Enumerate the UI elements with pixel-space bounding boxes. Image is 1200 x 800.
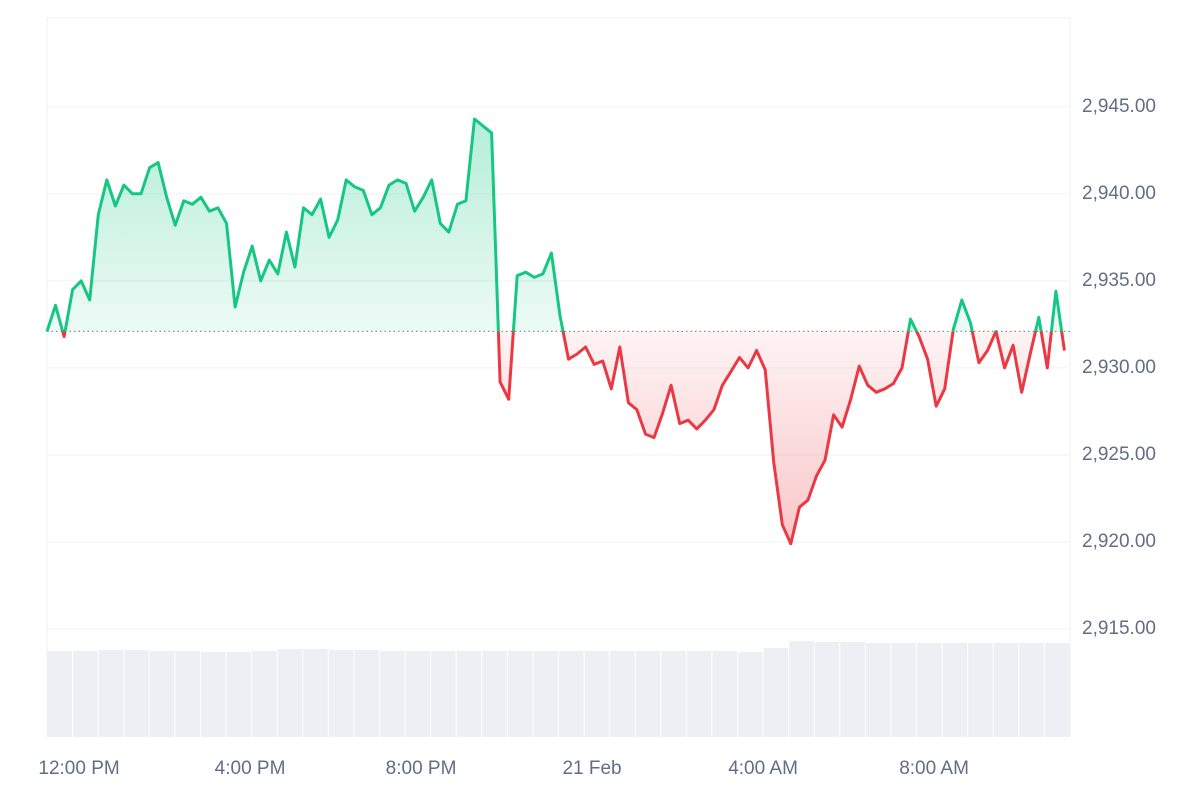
volume-bar (379, 651, 405, 737)
volume-bar (431, 651, 456, 737)
volume-bar (1019, 643, 1044, 737)
volume-bar (559, 651, 584, 737)
price-line (45, 117, 1066, 546)
volume-bar (303, 649, 328, 737)
volume-bar (942, 643, 968, 737)
x-tick-label: 4:00 PM (215, 758, 286, 779)
x-tick-label: 12:00 PM (38, 758, 119, 779)
volume-bar (354, 650, 379, 737)
volume-bar (865, 643, 891, 737)
volume-bar (610, 651, 635, 737)
volume-bar (328, 650, 354, 737)
volume-bar (763, 648, 789, 737)
y-tick-label: 2,935.00 (1082, 270, 1156, 291)
volume-bar (482, 651, 507, 737)
volume-bar (149, 651, 175, 737)
y-tick-label: 2,920.00 (1082, 531, 1156, 552)
x-tick-label: 21 Feb (562, 758, 621, 779)
volume-bar (47, 651, 73, 737)
x-tick-label: 8:00 PM (386, 758, 457, 779)
volume-bar (635, 651, 661, 737)
x-tick-label: 4:00 AM (728, 758, 798, 779)
volume-bar (738, 652, 763, 737)
volume-bar (533, 651, 558, 737)
volume-bar (175, 651, 200, 737)
volume-bar (840, 642, 865, 737)
volume-bar (712, 651, 738, 737)
volume-bar (405, 651, 431, 737)
y-tick-label: 2,940.00 (1082, 183, 1156, 204)
volume-bar (226, 652, 252, 737)
volume-bar (252, 651, 277, 737)
y-tick-label: 2,925.00 (1082, 444, 1156, 465)
volume-bar (200, 652, 226, 737)
volume-bar (891, 643, 917, 737)
volume-bar (1044, 643, 1070, 737)
volume-bar (814, 642, 840, 737)
volume-bar (456, 651, 482, 737)
volume-bar (73, 651, 98, 737)
volume-bar (124, 650, 149, 737)
volume-bar (98, 650, 124, 737)
volume-bar (789, 641, 814, 737)
volume-bar (584, 651, 610, 737)
volume-bar (917, 643, 942, 737)
volume-bar (277, 649, 303, 737)
y-tick-label: 2,915.00 (1082, 618, 1156, 639)
volume-bar (686, 651, 712, 737)
volume-bar (661, 651, 686, 737)
volume-bar (993, 643, 1019, 737)
volume-bar (968, 643, 993, 737)
y-tick-label: 2,930.00 (1082, 357, 1156, 378)
y-tick-label: 2,945.00 (1082, 96, 1156, 117)
volume-bar (507, 651, 533, 737)
x-tick-label: 8:00 AM (899, 758, 969, 779)
